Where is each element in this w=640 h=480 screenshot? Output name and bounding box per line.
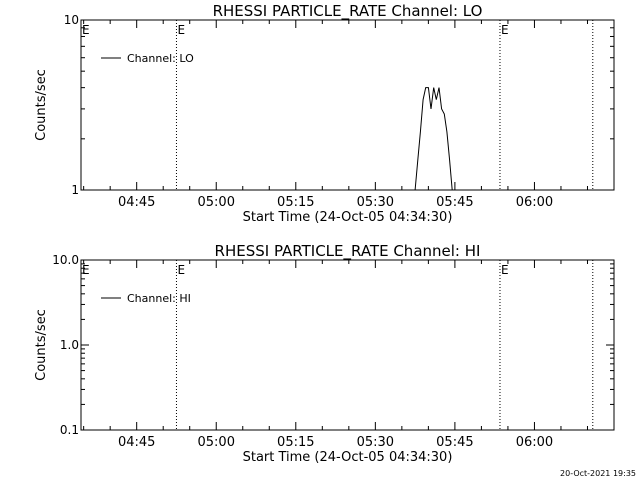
- plot-frame: [80, 19, 615, 191]
- y-tick-label: 0.1: [60, 423, 79, 437]
- x-tick-label: 05:30: [357, 435, 394, 450]
- event-marker-label: E: [177, 263, 185, 277]
- x-tick-label: 05:00: [198, 195, 235, 210]
- x-tick-label: 04:45: [118, 435, 155, 450]
- x-tick-label: 05:00: [198, 435, 235, 450]
- event-marker-label: E: [501, 263, 509, 277]
- x-tick-label: 06:00: [516, 195, 553, 210]
- left-edge-e-label: E: [82, 263, 90, 277]
- x-tick-label: 06:00: [516, 435, 553, 450]
- x-tick-label: 05:15: [277, 435, 314, 450]
- x-axis-label: Start Time (24-Oct-05 04:34:30): [243, 210, 453, 225]
- x-tick-label: 05:45: [436, 195, 473, 210]
- chart-title: RHESSI PARTICLE_RATE Channel: HI: [215, 242, 481, 261]
- x-tick-label: 05:15: [277, 195, 314, 210]
- event-marker-label: E: [501, 23, 509, 37]
- left-edge-e-label: E: [82, 23, 90, 37]
- event-marker-label: E: [177, 23, 185, 37]
- footer-timestamp: 20-Oct-2021 19:35: [560, 469, 636, 478]
- legend-entry: Channel: LO: [127, 52, 194, 65]
- chart-panel-2: RHESSI PARTICLE_RATE Channel: HI 0.1 1.0 10…: [34, 242, 615, 465]
- y-tick-label: 10.0: [52, 253, 79, 267]
- y-axis-label: Counts/sec: [34, 69, 49, 141]
- chart-panel-1: RHESSI PARTICLE_RATE Channel: LO 1 10 Count…: [34, 2, 615, 225]
- y-tick-label: 1.0: [60, 338, 79, 352]
- x-tick-label: 04:45: [118, 195, 155, 210]
- legend-entry: Channel: HI: [127, 292, 191, 305]
- y-tick-label: 10: [64, 13, 79, 27]
- x-tick-label: 05:30: [357, 195, 394, 210]
- y-tick-label: 1: [71, 183, 79, 197]
- chart-title: RHESSI PARTICLE_RATE Channel: LO: [213, 2, 483, 21]
- x-axis-label: Start Time (24-Oct-05 04:34:30): [243, 450, 453, 465]
- x-tick-label: 05:45: [436, 435, 473, 450]
- series-line: [414, 87, 458, 191]
- y-axis-label: Counts/sec: [34, 309, 49, 381]
